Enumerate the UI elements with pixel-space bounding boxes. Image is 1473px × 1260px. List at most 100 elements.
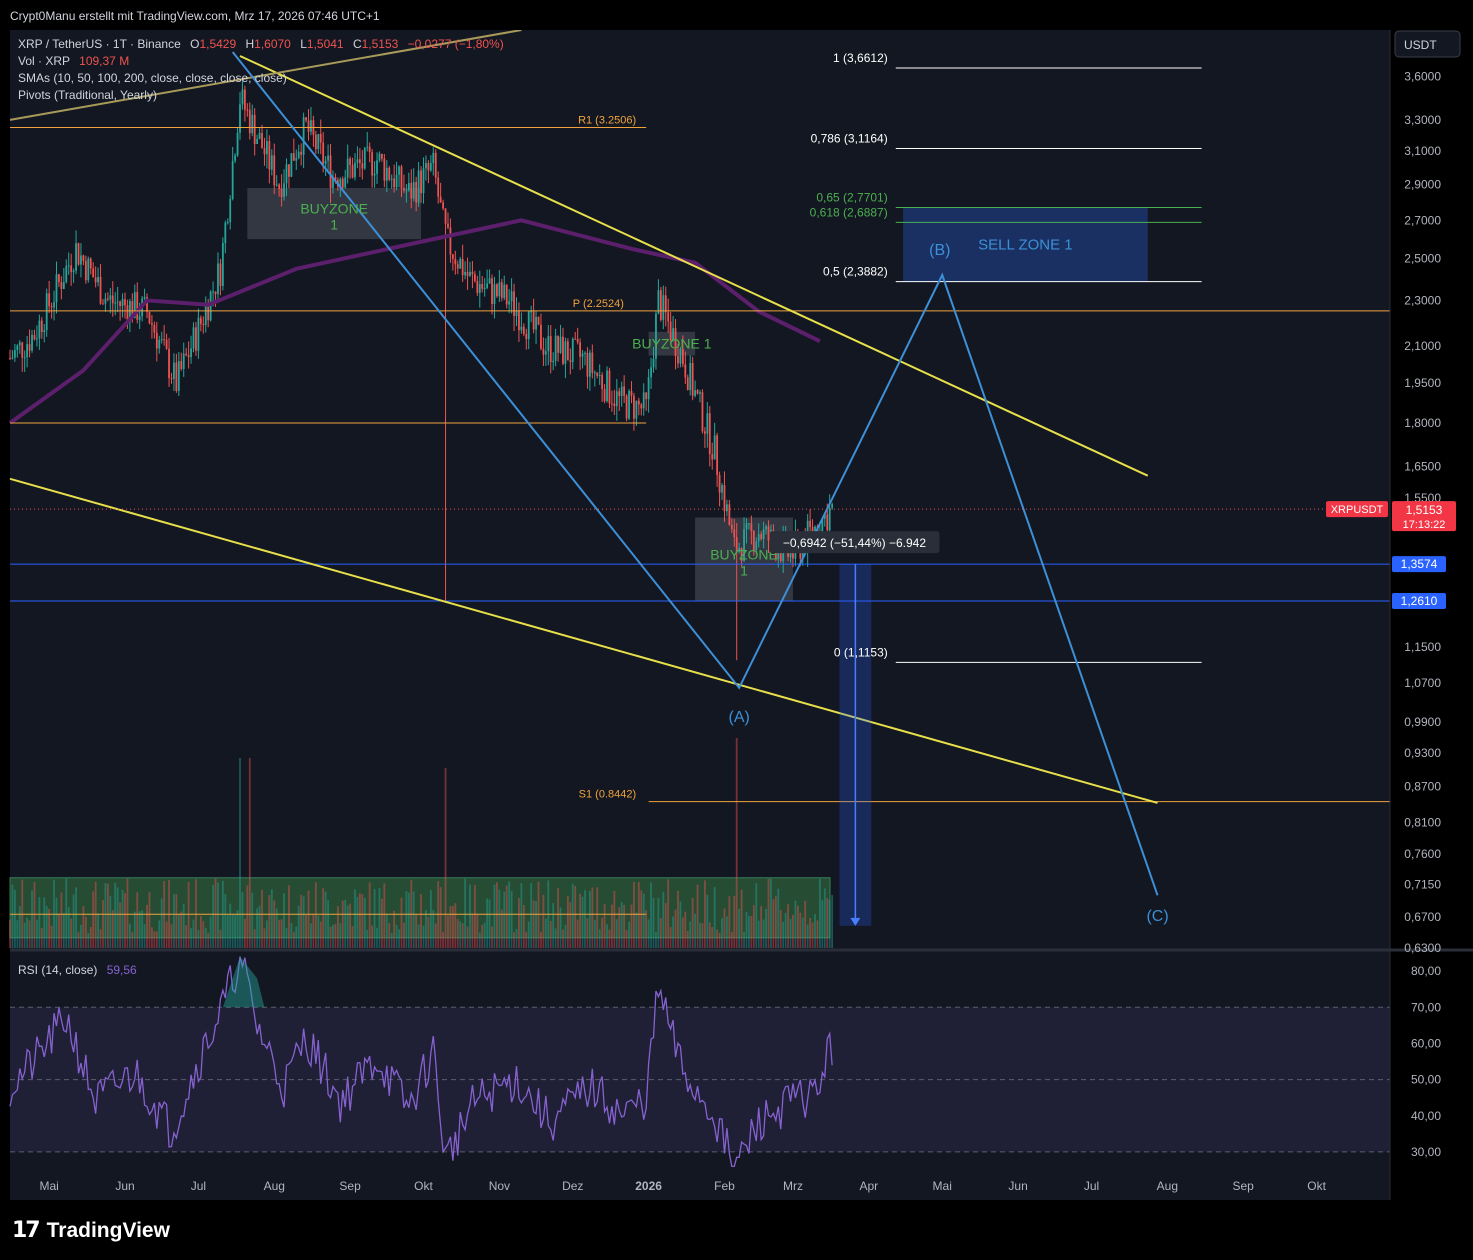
volume-bar: [160, 898, 163, 948]
volume-bar: [828, 899, 831, 948]
footer: 17 TradingView: [0, 1200, 1473, 1260]
volume-bar: [420, 894, 422, 948]
candle-body: [43, 330, 46, 333]
volume-bar: [721, 918, 723, 948]
chart-background: [10, 30, 1390, 1200]
volume-bar: [128, 923, 131, 948]
volume-bar: [664, 903, 667, 948]
volume-bar: [97, 913, 99, 948]
candle-body: [403, 188, 405, 191]
price-tick-label: 0,9300: [1404, 746, 1441, 760]
candle-body: [659, 290, 662, 320]
pivot-label: P (2.2524): [573, 298, 624, 310]
volume-bar: [324, 891, 327, 948]
volume-layer: [9, 738, 834, 948]
volume-bar: [341, 900, 344, 948]
legend-rsi-label[interactable]: RSI (14, close): [18, 963, 97, 977]
legend-o-value: 1,5429: [199, 37, 236, 51]
legend-symbol[interactable]: XRP / TetherUS · 1T · Binance: [18, 37, 181, 51]
pivot-label: R1 (3.2506): [578, 114, 636, 126]
candle-body: [625, 395, 628, 419]
volume-bar: [33, 882, 36, 948]
candle-body: [750, 523, 753, 531]
volume-bar: [809, 917, 812, 948]
currency-button-label[interactable]: USDT: [1404, 38, 1437, 52]
candle-body: [381, 153, 383, 159]
price-tick-label: 0,8100: [1404, 815, 1441, 829]
volume-bar: [165, 921, 168, 948]
volume-bar: [65, 878, 68, 948]
currency-button[interactable]: USDT: [1394, 30, 1461, 58]
candle-body: [138, 316, 141, 320]
volume-bar: [816, 920, 819, 948]
candle-body: [527, 311, 530, 340]
volume-bar: [679, 901, 682, 948]
candle-body: [696, 390, 699, 394]
volume-bar: [219, 929, 222, 948]
candle-body: [633, 395, 635, 419]
candle-body: [447, 223, 449, 228]
rsi-tick-label: 60,00: [1411, 1036, 1441, 1050]
tradingview-brand: TradingView: [46, 1218, 170, 1242]
candle-body: [684, 364, 687, 378]
trendline: [9, 30, 522, 121]
candle-body: [251, 114, 254, 134]
candle-body: [679, 348, 682, 364]
volume-bar: [28, 920, 31, 948]
volume-bar: [43, 897, 46, 948]
volume-bar: [804, 900, 807, 948]
price-tag-label: 1,2610: [1401, 594, 1438, 608]
time-tick-label: Mrz: [783, 1179, 803, 1193]
volume-bar: [691, 897, 694, 948]
volume-bar: [821, 899, 824, 948]
legend-volume-label[interactable]: Vol · XRP: [18, 54, 70, 68]
candle-body: [310, 120, 312, 132]
volume-bar: [283, 893, 285, 948]
candle-body: [177, 361, 180, 391]
volume-bar: [170, 924, 173, 948]
candle-body: [72, 270, 75, 273]
candle-body: [173, 362, 175, 379]
candle-body: [442, 202, 444, 209]
legend-smas[interactable]: SMAs (10, 50, 100, 200, close, close, cl…: [18, 71, 287, 85]
tradingview-logo[interactable]: 17 TradingView: [12, 1218, 170, 1243]
candle-body: [686, 377, 689, 390]
candle-body: [471, 271, 474, 275]
drawings-layer: [8, 30, 1390, 926]
volume-bar: [716, 929, 719, 948]
volume-bar: [542, 894, 545, 948]
candle-body: [148, 311, 151, 324]
candle-body: [261, 132, 263, 149]
volume-bar: [537, 881, 540, 948]
volume-bar: [772, 899, 775, 948]
legend-pivots[interactable]: Pivots (Traditional, Yearly): [18, 88, 157, 102]
volume-bar: [566, 895, 569, 948]
volume-bar: [711, 927, 714, 948]
volume-bar: [336, 906, 339, 948]
candle-body: [234, 155, 237, 161]
buy-zone-sub-label: 1: [740, 562, 748, 578]
candle-body: [366, 146, 369, 148]
volume-bar: [826, 898, 829, 948]
buy-zone: [247, 187, 422, 240]
candle-body: [214, 291, 217, 295]
volume-bar: [469, 884, 471, 948]
volume-bar: [202, 921, 205, 948]
volume-bar: [195, 879, 197, 948]
volume-bar: [451, 905, 454, 948]
volume-bar: [18, 906, 21, 948]
volume-bar: [735, 738, 738, 948]
candle-body: [334, 177, 337, 180]
volume-bar: [256, 908, 259, 948]
candle-body: [151, 323, 153, 325]
candle-body: [483, 287, 486, 289]
candle-body: [258, 132, 261, 139]
candle-body: [691, 363, 694, 396]
volume-bar: [290, 922, 293, 948]
candle-body: [814, 526, 816, 536]
volume-bar: [153, 931, 156, 948]
candle-body: [361, 163, 364, 169]
volume-bar: [415, 914, 418, 948]
candle-body: [584, 352, 586, 354]
